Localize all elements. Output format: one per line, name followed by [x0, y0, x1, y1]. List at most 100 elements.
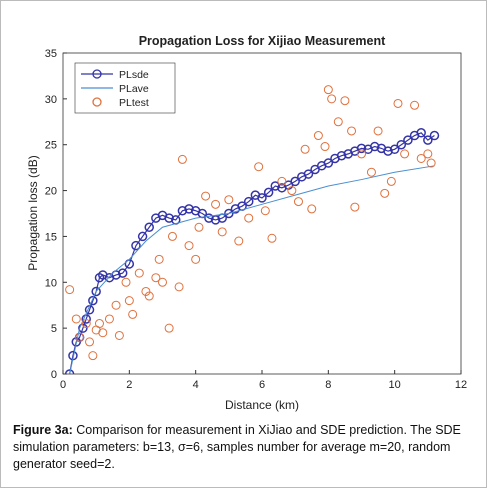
point: [287, 186, 297, 196]
point: [243, 196, 254, 207]
point: [134, 268, 144, 278]
legend-marker: [92, 97, 102, 107]
point: [389, 144, 400, 155]
point: [423, 149, 433, 159]
point: [366, 167, 376, 177]
y-tick-label: 30: [45, 94, 57, 106]
point: [88, 295, 98, 306]
point: [177, 205, 188, 216]
legend-marker: [92, 69, 102, 79]
point: [154, 254, 164, 264]
y-tick-label: 15: [45, 231, 57, 243]
point: [257, 193, 267, 203]
point: [244, 213, 254, 223]
point: [290, 176, 300, 187]
point: [333, 117, 343, 127]
point: [356, 143, 367, 154]
point: [423, 135, 433, 145]
point: [416, 153, 426, 163]
point: [117, 268, 128, 278]
point: [71, 314, 81, 324]
x-tick-label: 0: [60, 379, 66, 391]
point: [267, 233, 277, 243]
point: [98, 328, 108, 338]
point: [263, 187, 274, 198]
series-line: [69, 165, 435, 374]
legend-label: PLsde: [119, 69, 149, 81]
x-tick-label: 12: [455, 379, 467, 391]
point: [303, 169, 314, 179]
x-tick-label: 10: [389, 379, 401, 391]
point: [104, 314, 114, 324]
point: [217, 227, 227, 237]
point: [144, 222, 154, 233]
caption: Figure 3a: Comparison for measurement in…: [13, 422, 475, 473]
point: [184, 241, 194, 251]
chart: Propagation Loss for Xijiao Measurement …: [26, 34, 467, 412]
x-tick-label: 8: [325, 379, 331, 391]
point: [65, 285, 75, 295]
point: [234, 236, 244, 246]
point: [320, 142, 330, 152]
legend-label: PLtest: [119, 97, 149, 109]
point: [111, 300, 121, 310]
point: [167, 231, 177, 241]
point: [211, 199, 221, 209]
point: [393, 98, 403, 108]
point: [88, 351, 98, 361]
point: [144, 291, 154, 301]
point: [164, 213, 174, 223]
point: [357, 149, 366, 159]
point: [177, 154, 187, 164]
point: [323, 85, 333, 95]
point: [386, 176, 396, 186]
y-axis-label: Propagation loss (dB): [26, 155, 40, 270]
point: [400, 149, 410, 159]
y-tick-label: 10: [45, 277, 57, 289]
point: [327, 94, 337, 104]
point: [131, 240, 141, 251]
point: [114, 330, 124, 340]
point: [204, 213, 214, 223]
point: [293, 197, 303, 207]
point: [254, 162, 264, 172]
point: [416, 128, 426, 138]
point: [260, 206, 270, 216]
point: [429, 130, 440, 141]
point: [307, 204, 317, 214]
point: [201, 191, 211, 201]
caption-text: Comparison for measurement in XiJiao and…: [13, 423, 461, 471]
y-tick-label: 20: [45, 186, 57, 198]
point: [194, 222, 204, 232]
point: [121, 277, 131, 287]
point: [141, 286, 151, 296]
y-tick-label: 5: [51, 323, 57, 335]
point: [300, 144, 310, 154]
point: [174, 282, 184, 292]
point: [383, 146, 393, 156]
point: [224, 195, 234, 205]
point: [403, 135, 413, 145]
chart-title: Propagation Loss for Xijiao Measurement: [139, 34, 386, 48]
point: [347, 126, 357, 136]
point: [373, 126, 383, 136]
point: [137, 231, 148, 242]
x-tick-label: 2: [126, 379, 132, 391]
point: [85, 337, 95, 347]
x-tick-label: 6: [259, 379, 265, 391]
point: [336, 150, 347, 161]
point: [323, 158, 334, 168]
caption-label: Figure 3a:: [13, 423, 73, 437]
point: [64, 369, 75, 374]
point: [124, 296, 134, 306]
x-tick-label: 4: [193, 379, 199, 391]
point: [164, 323, 174, 333]
point: [313, 131, 323, 141]
point: [426, 158, 436, 168]
x-axis-label: Distance (km): [225, 398, 299, 412]
point: [396, 139, 407, 150]
y-tick-label: 25: [45, 140, 57, 152]
point: [128, 309, 138, 319]
point: [81, 319, 91, 329]
